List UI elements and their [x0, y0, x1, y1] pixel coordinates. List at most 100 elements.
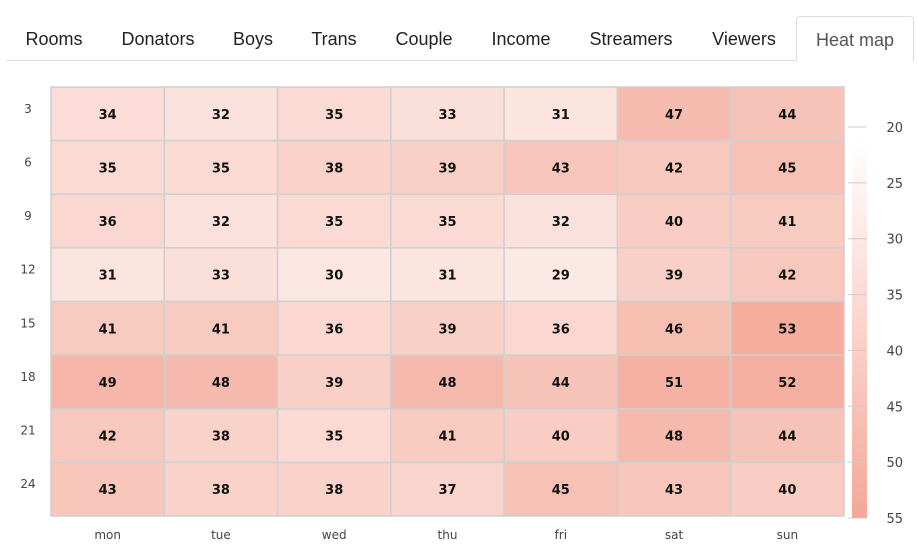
cell-value-label: 39: [325, 376, 343, 391]
tab-streamers[interactable]: Streamers: [589, 29, 673, 49]
cell-value-label: 35: [325, 430, 343, 445]
cell-value-label: 49: [99, 376, 117, 391]
legend-tick-label: 40: [886, 344, 903, 359]
cell-value-label: 32: [212, 215, 230, 230]
legend-tick-label: 35: [886, 289, 903, 304]
heatmap-cell: [163, 300, 279, 356]
y-tick-label: 3: [24, 102, 32, 116]
cell-value-label: 32: [212, 108, 230, 123]
heatmap-cell: [50, 300, 166, 356]
cell-value-label: 35: [99, 161, 117, 176]
cell-value-label: 37: [438, 483, 456, 498]
heatmap-cell: [503, 461, 619, 517]
cell-value-label: 41: [212, 322, 230, 337]
cell-value-label: 35: [212, 161, 230, 176]
cell-value-label: 42: [778, 269, 796, 284]
heatmap-cell: [616, 139, 732, 195]
tab-couple[interactable]: Couple: [395, 29, 453, 49]
cell-value-label: 35: [325, 108, 343, 123]
cell-value-label: 40: [665, 215, 683, 230]
cell-value-label: 45: [778, 161, 796, 176]
heatmap-cell: [276, 408, 392, 464]
heatmap-cell: [390, 86, 505, 142]
cell-value-label: 43: [665, 483, 683, 498]
heatmap-cell: [729, 86, 845, 142]
tab-viewers[interactable]: Viewers: [712, 29, 776, 49]
legend-tick-label: 45: [886, 400, 903, 415]
legend-tick-label: 50: [886, 456, 903, 471]
heatmap-cell: [50, 139, 166, 195]
cell-value-label: 41: [438, 430, 456, 445]
tab-donators[interactable]: Donators: [121, 29, 195, 49]
cell-value-label: 40: [778, 483, 796, 498]
color-scale-bar: [852, 140, 867, 518]
cell-value-label: 36: [552, 322, 570, 337]
cell-value-label: 39: [438, 322, 456, 337]
cell-value-label: 44: [552, 376, 570, 391]
heatmap-cell: [50, 193, 166, 249]
heatmap-cell: [616, 461, 732, 517]
legend-tick-label: 20: [886, 121, 903, 136]
heatmap-cell: [50, 461, 166, 517]
x-tick-label: tue: [211, 528, 231, 542]
tab-rooms[interactable]: Rooms: [25, 29, 83, 49]
heatmap-cell: [729, 300, 845, 356]
x-tick-label: sat: [665, 528, 684, 542]
cell-value-label: 38: [325, 483, 343, 498]
cell-value-label: 39: [665, 269, 683, 284]
heatmap-cell: [50, 408, 166, 464]
heatmap-cell: [276, 247, 392, 303]
heatmap-cell: [163, 461, 279, 517]
cell-value-label: 48: [438, 376, 456, 391]
cell-value-label: 44: [778, 430, 796, 445]
heatmap-cell: [276, 193, 392, 249]
heatmap-cell: [729, 408, 845, 464]
cell-value-label: 41: [778, 215, 796, 230]
heatmap-cell: [616, 193, 732, 249]
tab-bar: Rooms Donators Boys Trans Couple Income …: [6, 16, 914, 62]
tab-trans[interactable]: Trans: [311, 29, 357, 49]
y-tick-label: 21: [20, 424, 35, 438]
heatmap-cell: [163, 408, 279, 464]
cell-value-label: 38: [325, 161, 343, 176]
legend-tick-label: 55: [886, 512, 903, 527]
y-tick-label: 15: [20, 316, 35, 330]
x-tick-label: thu: [438, 528, 458, 542]
x-tick-label: fri: [555, 528, 568, 542]
heatmap-cell: [503, 247, 619, 303]
tab-income[interactable]: Income: [491, 29, 551, 49]
cell-value-label: 48: [212, 376, 230, 391]
cell-value-label: 36: [325, 322, 343, 337]
heatmap-cell: [390, 408, 505, 464]
tab-boys[interactable]: Boys: [232, 29, 274, 49]
heatmap-cell: [616, 354, 732, 410]
cell-value-label: 31: [99, 269, 117, 284]
x-tick-label: mon: [94, 528, 121, 542]
cell-value-label: 34: [99, 108, 117, 123]
cell-value-label: 36: [99, 215, 117, 230]
heatmap-cell: [163, 193, 279, 249]
cell-value-label: 53: [778, 322, 796, 337]
heatmap-cell: [729, 354, 845, 410]
heatmap-cell: [276, 86, 392, 142]
heatmap-cell: [276, 461, 392, 517]
tab-heat-map[interactable]: Heat map: [796, 16, 914, 62]
heatmap-cell: [390, 300, 505, 356]
cell-value-label: 48: [665, 430, 683, 445]
y-tick-label: 24: [20, 477, 35, 491]
heatmap-cell: [50, 354, 166, 410]
cell-value-label: 29: [552, 269, 570, 284]
cell-value-label: 30: [325, 269, 343, 284]
cell-value-label: 46: [665, 322, 683, 337]
y-tick-label: 9: [24, 209, 32, 223]
heatmap-cell: [390, 139, 505, 195]
cell-value-label: 44: [778, 108, 796, 123]
heatmap-cell: [503, 354, 619, 410]
cell-value-label: 33: [438, 108, 456, 123]
cell-value-label: 31: [552, 108, 570, 123]
heatmap-cell: [503, 139, 619, 195]
cell-value-label: 32: [552, 215, 570, 230]
cell-value-label: 41: [99, 322, 117, 337]
cell-value-label: 38: [212, 483, 230, 498]
